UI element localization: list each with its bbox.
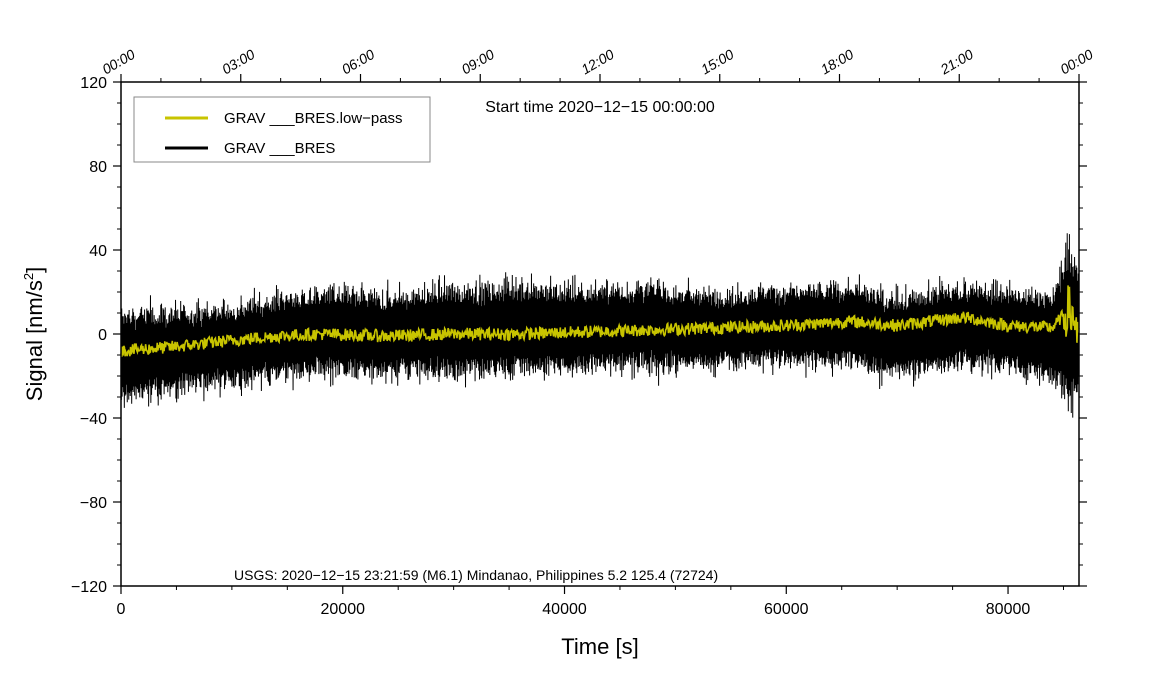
top-tick-label: 00:00 xyxy=(99,46,138,77)
x-tick-label: 60000 xyxy=(764,601,809,618)
legend-label-lowpass: GRAV ___BRES.low−pass xyxy=(224,110,403,127)
top-tick-label: 06:00 xyxy=(339,46,378,77)
chart-title: Start time 2020−12−15 00:00:00 xyxy=(485,99,715,116)
top-tick-label: 18:00 xyxy=(818,46,857,77)
y-axis-label-main: Signal [nm/s xyxy=(22,280,47,401)
y-axis-label-superscript: 2 xyxy=(21,273,36,280)
y-axis-label-close: ] xyxy=(22,267,47,273)
y-axis-label: Signal [nm/s2] xyxy=(21,267,47,401)
series-grav-bres-lowpass xyxy=(120,285,1080,358)
top-tick-label: 12:00 xyxy=(578,46,617,77)
legend-box xyxy=(133,96,431,163)
top-tick-label: 21:00 xyxy=(937,46,976,78)
y-tick-label: −120 xyxy=(71,579,107,596)
plot-area xyxy=(120,233,1080,418)
y-tick-label: 80 xyxy=(89,159,107,176)
y-tick-label: 120 xyxy=(80,75,107,92)
x-tick-label: 40000 xyxy=(542,601,587,618)
event-annotation: USGS: 2020−12−15 23:21:59 (M6.1) Mindana… xyxy=(234,567,718,583)
x-tick-label: 80000 xyxy=(986,601,1031,618)
x-axis-label: Time [s] xyxy=(561,634,638,659)
top-tick-label: 15:00 xyxy=(698,46,737,77)
legend: GRAV ___BRES.low−pass GRAV ___BRES xyxy=(133,96,431,163)
y-tick-label: 40 xyxy=(89,243,107,260)
top-tick-label: 09:00 xyxy=(459,46,498,77)
series-grav-bres xyxy=(120,233,1080,418)
y-tick-label: 0 xyxy=(98,327,107,344)
x-tick-label: 0 xyxy=(117,601,126,618)
legend-label-raw: GRAV ___BRES xyxy=(224,140,335,157)
top-tick-label: 00:00 xyxy=(1057,46,1096,77)
top-tick-label: 03:00 xyxy=(219,46,258,77)
y-tick-label: −80 xyxy=(80,495,107,512)
y-tick-label: −40 xyxy=(80,411,107,428)
x-tick-label: 20000 xyxy=(321,601,366,618)
